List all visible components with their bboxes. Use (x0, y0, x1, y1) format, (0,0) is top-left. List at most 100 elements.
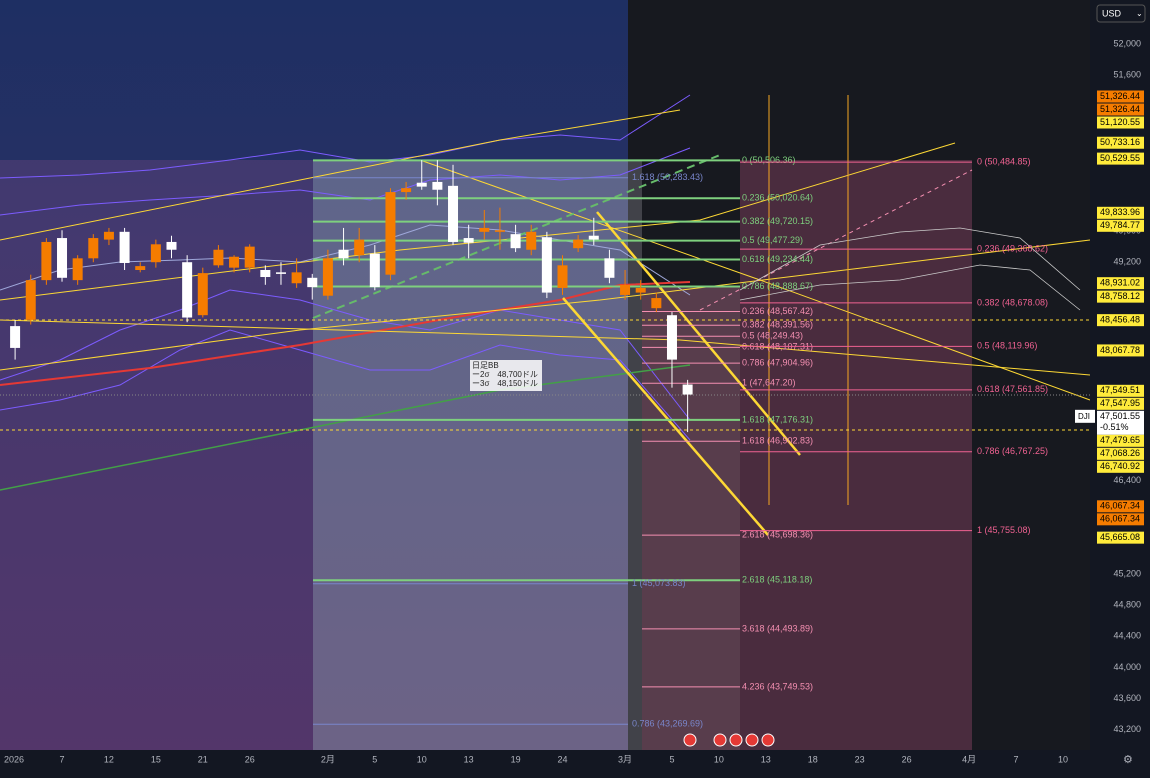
price-badge-label: 48,067.78 (1100, 345, 1140, 355)
x-tick-label: 18 (808, 754, 818, 764)
price-badge-label: 51,120.55 (1100, 117, 1140, 127)
x-tick-label: 10 (417, 754, 427, 764)
candle-body (510, 234, 521, 249)
fib-label: 2.618 (45,698.36) (742, 529, 813, 539)
x-tick-label: 10 (1058, 754, 1068, 764)
x-tick-label: 2026 (4, 754, 24, 764)
fib-label: 1.618 (46,902.83) (742, 436, 813, 446)
candle-body (213, 249, 224, 266)
x-tick-label: 5 (372, 754, 377, 764)
fib-label: 0.786 (43,269.69) (632, 719, 703, 729)
price-badge (1097, 384, 1144, 397)
candle-body (41, 241, 52, 281)
plot: 0 (50,506.36) 0.236 (50,020.64) 0.382 (49,… (10, 155, 1048, 729)
settings-icon[interactable]: ⚙ (1123, 754, 1133, 766)
y-tick-label: 52,000 (1113, 38, 1141, 48)
candle-body (432, 181, 443, 190)
candle-body (322, 258, 333, 296)
price-badge (1097, 397, 1144, 410)
x-tick-label: 10 (714, 754, 724, 764)
price-badge-label: 51,326.44 (1100, 104, 1140, 114)
candle-body (182, 262, 193, 318)
price-badge-label: 51,326.44 (1100, 91, 1140, 101)
candle-body (275, 272, 286, 274)
price-badge (1097, 277, 1144, 290)
candle-body (10, 326, 21, 348)
fib-label: 1.618 (50,283.43) (632, 172, 703, 182)
candle-body (588, 235, 599, 240)
candle-body (369, 253, 380, 288)
price-badge-label: 49,784.77 (1100, 220, 1140, 230)
fib-label: 1 (45,755.08) (977, 525, 1031, 535)
candle-body (651, 298, 662, 309)
candle-body (88, 238, 99, 259)
candle-body (666, 315, 677, 360)
fib-label: 0.5 (49,477.29) (742, 235, 803, 245)
currency-button[interactable]: USD ⌄ (1096, 4, 1146, 23)
candle-body (448, 185, 459, 242)
price-badge (1097, 344, 1144, 357)
price-badge-label: 47,068.26 (1100, 448, 1140, 458)
candle-body (620, 284, 631, 295)
price-badge-label: 50,529.55 (1100, 153, 1140, 163)
fib-label: 4.236 (43,749.53) (742, 681, 813, 691)
bb-line: ー3σ 48,150ドル (472, 379, 538, 388)
candle-body (635, 287, 646, 293)
price-badge (1097, 314, 1144, 327)
fib-label: 0.618 (49,234.44) (742, 254, 813, 264)
candle-body (494, 230, 505, 232)
candle-body (166, 241, 177, 250)
price-badge-label: 50,733.16 (1100, 137, 1140, 147)
currency[interactable]: USD (1102, 8, 1122, 18)
fib-label: 0.236 (50,020.64) (742, 193, 813, 203)
symbol-tag (1075, 409, 1095, 423)
symbol: DJI (1078, 412, 1090, 421)
x-tick-label: 24 (557, 754, 567, 764)
y-tick-label: 49,200 (1113, 257, 1141, 267)
fib-label: 0.786 (48,888.67) (742, 281, 813, 291)
price-badge (1097, 500, 1144, 513)
candle-body (479, 227, 490, 232)
candle-body (354, 239, 365, 256)
price-badge (1097, 290, 1144, 303)
x-tick-label: 13 (464, 754, 474, 764)
price-badge (1097, 531, 1144, 544)
x-tick-label: 13 (761, 754, 771, 764)
price-badge (1097, 219, 1144, 232)
candle-body (150, 244, 161, 263)
x-tick-label: 26 (902, 754, 912, 764)
fib-label: 0 (50,506.36) (742, 155, 796, 165)
price-badge (1097, 513, 1144, 526)
event-icons (683, 733, 775, 747)
indicator-lines (0, 94, 1091, 536)
price-badge-label: 49,833.96 (1100, 207, 1140, 217)
x-tick-label: 7 (60, 754, 65, 764)
candle-body (135, 266, 146, 270)
price-badge (1097, 136, 1144, 149)
fib-label: 0.382 (48,678.08) (977, 297, 1048, 307)
candle-body (463, 238, 474, 243)
price-badge-label: 47,479.65 (1100, 435, 1140, 445)
candle-body (244, 246, 255, 268)
backgrounds (0, 0, 972, 750)
candle-body (416, 182, 427, 187)
x-tick-label: 23 (855, 754, 865, 764)
price-badge-label: 48,758.12 (1100, 291, 1140, 301)
candle-body (401, 188, 412, 193)
fib-label: 0.618 (47,561.85) (977, 384, 1048, 394)
fib-label: 0.5 (48,249.43) (742, 331, 803, 341)
price-badge-label: 47,547.95 (1100, 398, 1140, 408)
price-badge (1097, 460, 1144, 473)
fib-label: 0.382 (49,720.15) (742, 216, 813, 226)
fib-label: 3.618 (44,493.89) (742, 623, 813, 633)
fib-label: 1.618 (47,176.31) (742, 414, 813, 424)
x-tick-label: 26 (245, 754, 255, 764)
time-axis (0, 750, 1090, 778)
fib-label: 0.236 (49,368.62) (977, 243, 1048, 253)
price-badge-label: 47,501.55 (1100, 411, 1140, 421)
fib-label: 0.786 (46,767.25) (977, 446, 1048, 456)
x-tick-label: 21 (198, 754, 208, 764)
dropdown-icon[interactable]: ⌄ (1136, 9, 1143, 18)
x-tick-label: 19 (511, 754, 521, 764)
